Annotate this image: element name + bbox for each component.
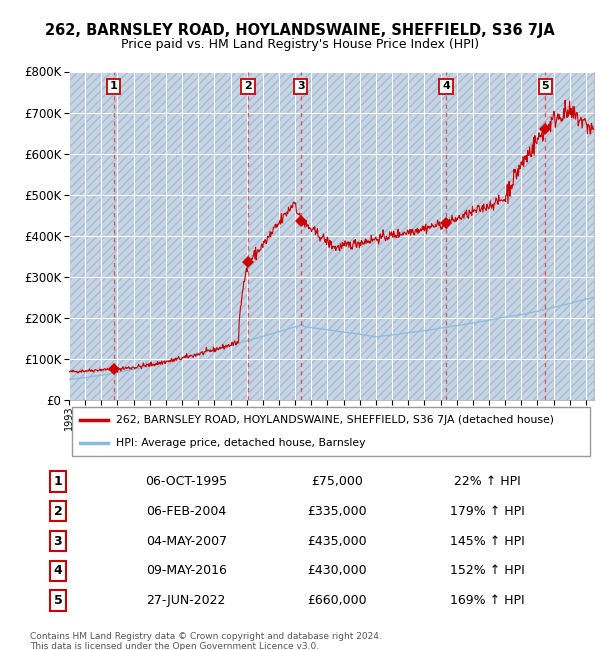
Text: 4: 4 (53, 564, 62, 577)
Text: 4: 4 (442, 81, 450, 92)
Text: 5: 5 (542, 81, 549, 92)
Text: 06-FEB-2004: 06-FEB-2004 (146, 504, 226, 517)
Text: 3: 3 (53, 534, 62, 547)
Text: 179% ↑ HPI: 179% ↑ HPI (450, 504, 525, 517)
Text: Price paid vs. HM Land Registry's House Price Index (HPI): Price paid vs. HM Land Registry's House … (121, 38, 479, 51)
Text: 2: 2 (53, 504, 62, 517)
Text: 04-MAY-2007: 04-MAY-2007 (146, 534, 227, 547)
Text: £430,000: £430,000 (307, 564, 367, 577)
Text: 145% ↑ HPI: 145% ↑ HPI (450, 534, 525, 547)
Text: 06-OCT-1995: 06-OCT-1995 (145, 475, 227, 488)
Text: 169% ↑ HPI: 169% ↑ HPI (450, 594, 525, 607)
Text: 262, BARNSLEY ROAD, HOYLANDSWAINE, SHEFFIELD, S36 7JA: 262, BARNSLEY ROAD, HOYLANDSWAINE, SHEFF… (45, 23, 555, 38)
Text: 152% ↑ HPI: 152% ↑ HPI (450, 564, 525, 577)
Text: 3: 3 (297, 81, 304, 92)
Text: 2: 2 (244, 81, 252, 92)
Text: 262, BARNSLEY ROAD, HOYLANDSWAINE, SHEFFIELD, S36 7JA (detached house): 262, BARNSLEY ROAD, HOYLANDSWAINE, SHEFF… (116, 415, 554, 425)
Text: 1: 1 (110, 81, 118, 92)
Text: £335,000: £335,000 (307, 504, 367, 517)
Text: £435,000: £435,000 (307, 534, 367, 547)
FancyBboxPatch shape (71, 407, 590, 456)
Text: 22% ↑ HPI: 22% ↑ HPI (454, 475, 521, 488)
Text: £75,000: £75,000 (311, 475, 363, 488)
Text: £660,000: £660,000 (307, 594, 367, 607)
Text: Contains HM Land Registry data © Crown copyright and database right 2024.: Contains HM Land Registry data © Crown c… (30, 632, 382, 641)
Text: 5: 5 (53, 594, 62, 607)
Text: HPI: Average price, detached house, Barnsley: HPI: Average price, detached house, Barn… (116, 438, 366, 448)
Text: This data is licensed under the Open Government Licence v3.0.: This data is licensed under the Open Gov… (30, 642, 319, 650)
Text: 1: 1 (53, 475, 62, 488)
Text: 09-MAY-2016: 09-MAY-2016 (146, 564, 227, 577)
Text: 27-JUN-2022: 27-JUN-2022 (146, 594, 226, 607)
